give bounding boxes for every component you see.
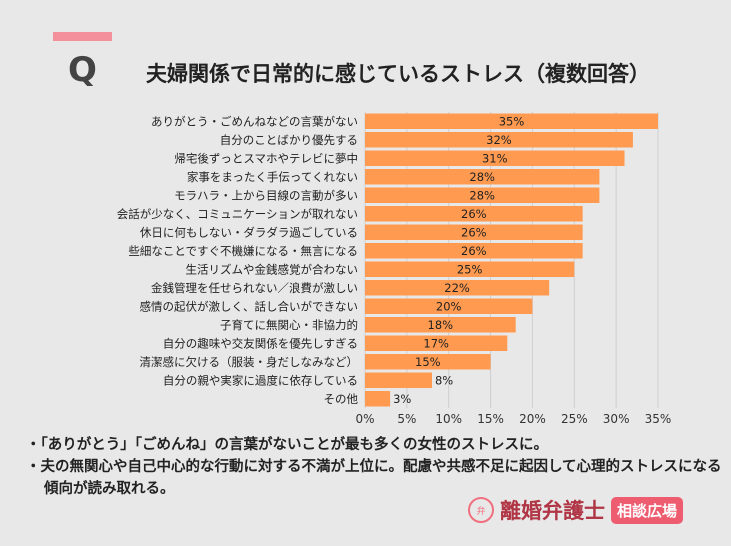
seal-icon: 弁	[468, 497, 494, 523]
category-label: その他	[324, 392, 359, 406]
bar	[365, 150, 625, 166]
bar	[365, 224, 583, 240]
bar	[365, 298, 533, 314]
category-label: 子育てに無関心・非協力的	[220, 318, 358, 332]
brand-badge: 相談広場	[611, 496, 684, 524]
bar	[365, 391, 391, 407]
bar	[365, 113, 658, 129]
q-label: Q	[68, 50, 97, 90]
x-tick-label: 0%	[355, 412, 374, 426]
bar	[365, 169, 600, 185]
category-label: 金銭管理を任せられない／浪費が激しい	[151, 281, 358, 295]
note-1: ・「ありがとう」「ごめんね」の言葉がないことが最も多くの女性のストレスに。	[26, 437, 548, 453]
category-label: 自分の趣味や交友関係を優先しすぎる	[163, 336, 358, 350]
data-label: 8%	[435, 373, 453, 387]
category-label: 自分の親や実家に過度に依存している	[163, 373, 358, 387]
chart-title: 夫婦関係で日常的に感じているストレス（複数回答）	[146, 62, 650, 86]
category-label: 些細なことですぐ不機嫌になる・無言になる	[128, 244, 358, 258]
data-label: 26%	[461, 207, 487, 221]
accent-bar	[53, 32, 112, 41]
logo: 弁 離婚弁護士 相談広場	[468, 495, 684, 525]
bar	[365, 372, 432, 388]
note-2: ・夫の無関心や自己中心的な行動に対する不満が上位に。配慮や共感不足に起因して心理…	[26, 459, 722, 497]
brand-name: 離婚弁護士	[500, 499, 605, 523]
data-label: 26%	[461, 244, 487, 258]
bar	[365, 261, 575, 277]
data-label: 20%	[436, 299, 462, 313]
bar	[365, 206, 583, 222]
x-tick-label: 10%	[435, 412, 462, 426]
data-label: 28%	[469, 170, 495, 184]
data-label: 3%	[393, 392, 411, 406]
data-label: 25%	[457, 262, 483, 276]
data-label: 31%	[482, 151, 508, 165]
category-label: 生活リズムや金銭感覚が合わない	[186, 262, 359, 276]
category-label: 清潔感に欠ける（服装・身だしなみなど）	[140, 355, 359, 369]
category-label: 自分のことばかり優先する	[220, 133, 358, 147]
x-tick-label: 30%	[603, 412, 630, 426]
x-tick-label: 15%	[477, 412, 504, 426]
bar	[365, 354, 491, 370]
data-label: 15%	[415, 355, 441, 369]
data-label: 28%	[469, 188, 495, 202]
category-label: 休日に何もしない・ダラダラ過ごしている	[140, 225, 358, 239]
bar	[365, 280, 550, 296]
data-label: 35%	[499, 114, 525, 128]
data-label: 32%	[486, 133, 512, 147]
category-label: 家事をまったく手伝ってくれない	[187, 170, 358, 184]
notes: ・「ありがとう」「ごめんね」の言葉がないことが最も多くの女性のストレスに。 ・夫…	[26, 434, 731, 500]
bar	[365, 132, 633, 148]
category-label: ありがとう・ごめんねなどの言葉がない	[151, 114, 358, 128]
data-label: 22%	[444, 281, 470, 295]
bar	[365, 243, 583, 259]
x-tick-label: 20%	[519, 412, 546, 426]
x-tick-label: 35%	[645, 412, 672, 426]
data-label: 18%	[428, 318, 454, 332]
data-label: 17%	[423, 336, 449, 350]
bar	[365, 335, 508, 351]
x-tick-label: 25%	[561, 412, 588, 426]
category-label: 感情の起伏が激しく、話し合いができない	[140, 299, 359, 313]
bar	[365, 187, 600, 203]
data-label: 26%	[461, 225, 487, 239]
bar	[365, 317, 516, 333]
x-tick-label: 5%	[397, 412, 416, 426]
category-label: 帰宅後ずっとスマホやテレビに夢中	[174, 151, 358, 165]
category-label: 会話が少なく、コミュニケーションが取れない	[117, 207, 358, 221]
category-label: モラハラ・上から目線の言動が多い	[174, 188, 358, 202]
